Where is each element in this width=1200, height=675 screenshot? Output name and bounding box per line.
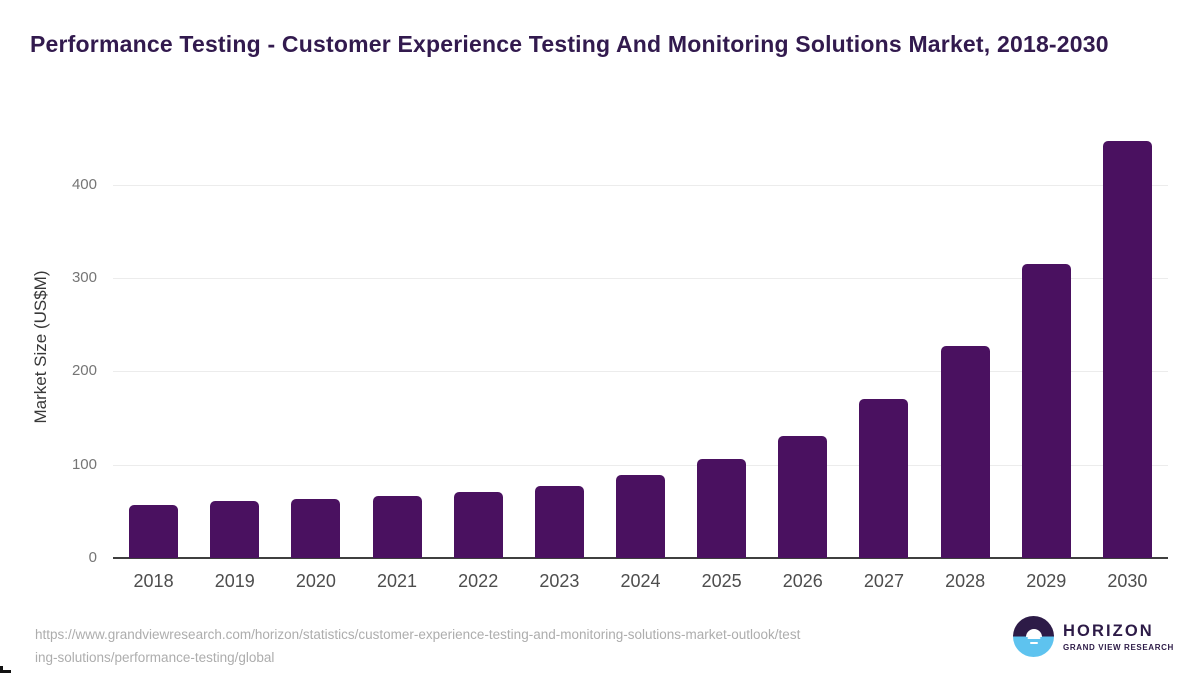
gridline-300 (113, 278, 1168, 279)
horizon-sun-icon (1013, 616, 1054, 657)
bar-2021[interactable] (372, 496, 422, 558)
bar-2020[interactable] (291, 499, 341, 558)
logo-text: HORIZON GRAND VIEW RESEARCH (1063, 622, 1174, 652)
bar-2023[interactable] (534, 486, 584, 558)
bar-2024[interactable] (616, 474, 665, 558)
x-tick-label-2025: 2025 (701, 571, 742, 591)
bar-2025[interactable] (697, 459, 747, 558)
corner-artifact (0, 666, 11, 673)
source-url-line2: ing-solutions/performance-testing/global (35, 650, 275, 665)
x-tick-label-2022: 2022 (458, 571, 499, 591)
x-tick-label-2029: 2029 (1026, 571, 1067, 591)
x-axis-line (113, 557, 1168, 559)
y-tick-label-400: 400 (71, 175, 97, 193)
chart-title: Performance Testing - Customer Experienc… (30, 31, 1109, 57)
plot-area (113, 138, 1168, 559)
y-tick-label-100: 100 (71, 455, 97, 473)
horizon-logo: HORIZON GRAND VIEW RESEARCH (1013, 616, 1174, 657)
x-tick-label-2023: 2023 (539, 571, 580, 591)
bar-2019[interactable] (210, 501, 260, 558)
gridline-200 (113, 371, 1168, 373)
x-tick-label-2019: 2019 (214, 571, 255, 591)
y-axis-tick-labels: 0 100 200 300 400 (0, 0, 97, 675)
source-url-line1: https://www.grandviewresearch.com/horizo… (35, 627, 801, 642)
x-tick-label-2026: 2026 (782, 571, 823, 591)
y-tick-label-0: 0 (88, 549, 97, 566)
bar-2029[interactable] (1021, 264, 1071, 558)
bar-2026[interactable] (778, 435, 828, 558)
x-tick-label-2018: 2018 (133, 571, 174, 591)
y-tick-label-300: 300 (71, 269, 97, 286)
bar-2022[interactable] (453, 491, 503, 558)
source-url: https://www.grandviewresearch.com/horizo… (35, 623, 945, 669)
y-tick-label-200: 200 (71, 362, 97, 380)
gridline-100 (113, 464, 1168, 466)
sun-reflection-line (1029, 642, 1038, 645)
x-tick-label-2021: 2021 (377, 571, 418, 591)
sun-glyph (1025, 628, 1042, 637)
logo-subtitle: GRAND VIEW RESEARCH (1063, 642, 1174, 652)
x-tick-label-2027: 2027 (863, 571, 904, 591)
logo-brand: HORIZON (1063, 621, 1154, 640)
x-tick-label-2020: 2020 (295, 571, 336, 591)
sun-reflection-line (1027, 637, 1040, 640)
bar-2027[interactable] (859, 399, 909, 558)
bar-2028[interactable] (940, 346, 990, 558)
x-tick-label-2024: 2024 (620, 571, 661, 591)
bar-2030[interactable] (1102, 140, 1152, 558)
x-tick-label-2030: 2030 (1107, 571, 1148, 591)
bar-2018[interactable] (129, 504, 179, 558)
x-tick-label-2028: 2028 (945, 571, 986, 591)
gridline-400 (113, 184, 1168, 186)
